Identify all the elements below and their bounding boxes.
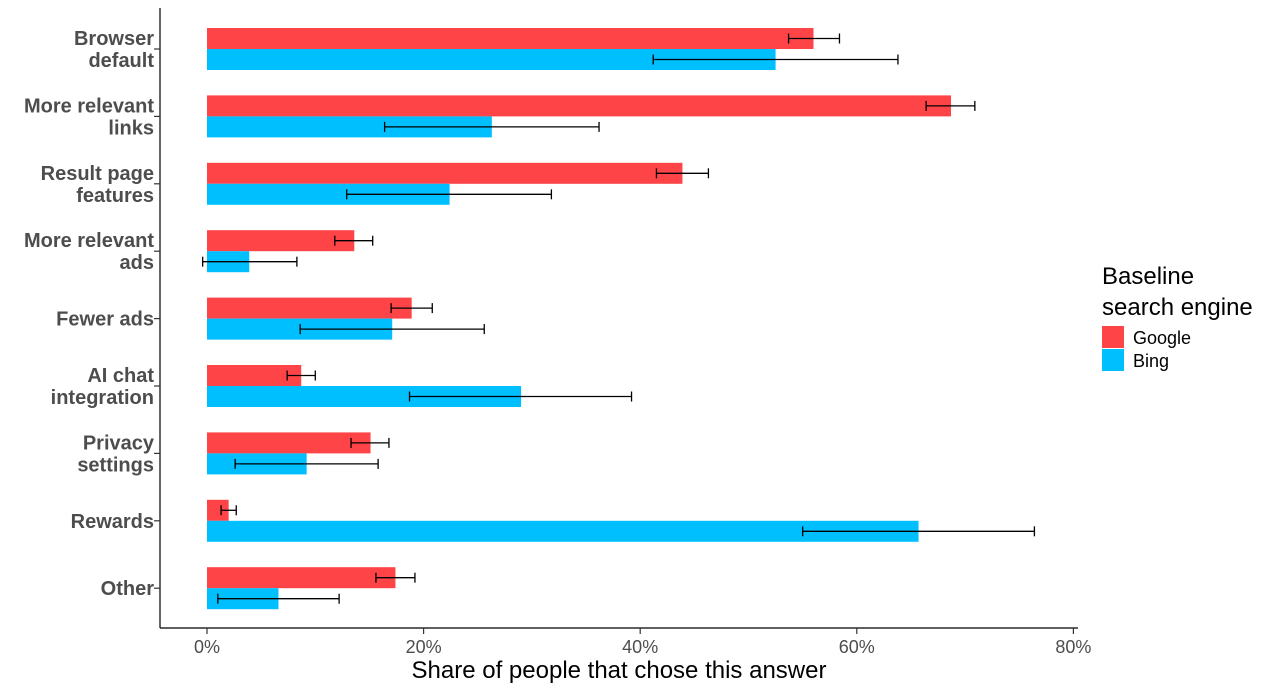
error-bars-layer xyxy=(202,33,1036,604)
x-tick-label: 0% xyxy=(194,637,220,657)
error-bar-bing-fewer-ads xyxy=(299,324,485,335)
legend-label-google: Google xyxy=(1133,328,1191,348)
bar-google-browser-default xyxy=(207,28,814,49)
bar-bing-browser-default xyxy=(207,49,776,70)
error-bar-google-fewer-ads xyxy=(390,303,433,314)
error-bar-bing-other xyxy=(217,593,340,604)
bar-google-privacy-settings xyxy=(207,432,371,454)
category-label-line: More relevant xyxy=(24,95,154,117)
legend-swatch-google xyxy=(1102,326,1124,348)
error-bar-bing-result-page-features xyxy=(346,189,553,200)
category-label-ai-chat-integration: AI chat integration xyxy=(51,365,155,409)
error-bar-bing-more-relevant-ads xyxy=(202,256,298,267)
category-label-line: integration xyxy=(51,387,154,409)
error-bar-google-ai-chat-integration xyxy=(286,370,316,381)
bar-bing-rewards xyxy=(207,520,919,542)
error-bar-bing-privacy-settings xyxy=(234,458,379,469)
legend-swatch-bing xyxy=(1102,349,1124,371)
error-bar-google-browser-default xyxy=(787,33,841,44)
error-bar-google-more-relevant-links xyxy=(925,100,976,111)
category-label-browser-default: Browser default xyxy=(74,28,154,72)
category-label-line: features xyxy=(76,185,154,207)
bar-bing-more-relevant-links xyxy=(207,116,492,138)
error-bar-google-rewards xyxy=(220,505,237,516)
category-label-line: settings xyxy=(77,454,154,476)
category-label-rewards: Rewards xyxy=(71,511,154,533)
legend: Baseline search engine Google Bing xyxy=(1102,263,1253,371)
bar-google-result-page-features xyxy=(207,162,683,184)
x-ticks: 0% 20% 40% 60% 80% xyxy=(194,628,1091,657)
category-label-more-relevant-ads: More relevant ads xyxy=(24,230,154,274)
category-label-privacy-settings: Privacy settings xyxy=(77,432,155,476)
error-bar-google-privacy-settings xyxy=(350,437,390,448)
category-label-line: More relevant xyxy=(24,230,154,252)
category-label-line: Result page xyxy=(41,163,154,185)
error-bar-google-other xyxy=(375,572,416,583)
category-label-fewer-ads: Fewer ads xyxy=(56,309,154,331)
error-bar-bing-ai-chat-integration xyxy=(408,391,633,402)
legend-label-bing: Bing xyxy=(1133,351,1169,371)
error-bar-google-more-relevant-ads xyxy=(334,235,374,246)
bar-bing-result-page-features xyxy=(207,183,450,205)
bars-layer xyxy=(207,28,952,610)
error-bar-google-result-page-features xyxy=(655,168,710,179)
error-bar-bing-browser-default xyxy=(652,54,899,65)
category-label-line: Privacy xyxy=(83,432,155,454)
bar-google-other xyxy=(207,567,396,589)
x-tick-label: 40% xyxy=(622,637,658,657)
x-axis-title: Share of people that chose this answer xyxy=(412,657,827,684)
bar-bing-ai-chat-integration xyxy=(207,386,522,407)
bar-google-more-relevant-links xyxy=(207,95,952,117)
legend-title-line-2: search engine xyxy=(1102,294,1253,321)
error-bar-bing-more-relevant-links xyxy=(383,121,600,132)
x-tick-label: 20% xyxy=(406,637,442,657)
category-label-line: ads xyxy=(120,252,154,274)
error-bar-bing-rewards xyxy=(802,526,1036,537)
bar-google-ai-chat-integration xyxy=(207,365,302,386)
category-label-line: default xyxy=(88,50,154,72)
legend-title-line-1: Baseline xyxy=(1102,263,1194,290)
category-label-line: links xyxy=(108,117,154,139)
category-label-other: Other xyxy=(101,578,155,600)
x-tick-label: 80% xyxy=(1055,637,1091,657)
category-label-line: AI chat xyxy=(87,365,154,387)
x-tick-label: 60% xyxy=(839,637,875,657)
bar-google-rewards xyxy=(207,499,229,521)
category-label-result-page-features: Result page features xyxy=(41,163,154,207)
bar-google-more-relevant-ads xyxy=(207,230,355,252)
bar-google-fewer-ads xyxy=(207,297,412,319)
category-label-line: Browser xyxy=(74,28,154,50)
category-label-more-relevant-links: More relevant links xyxy=(24,95,154,139)
